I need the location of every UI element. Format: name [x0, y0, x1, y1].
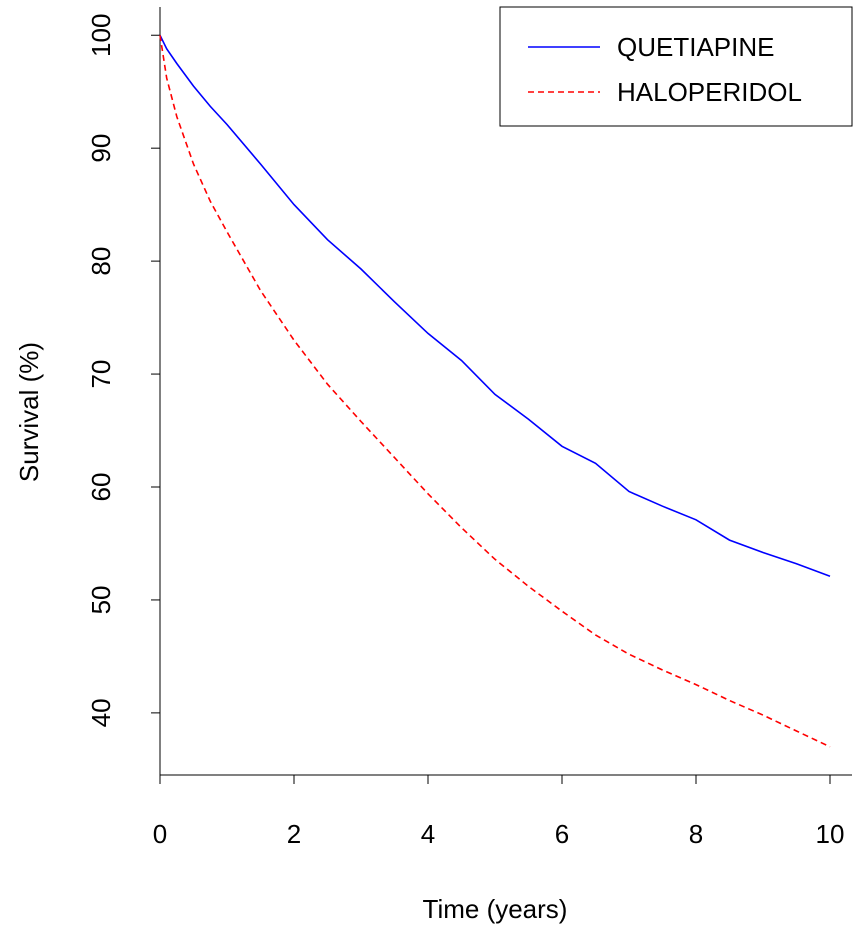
legend-label-haloperidol: HALOPERIDOL [617, 77, 802, 107]
series-line-haloperidol [159, 35, 831, 748]
y-tick-label: 70 [86, 360, 116, 389]
y-tick-label: 50 [86, 585, 116, 614]
y-tick-label: 60 [86, 473, 116, 502]
x-axis-title: Time (years) [423, 894, 568, 924]
legend: QUETIAPINE HALOPERIDOL [499, 6, 853, 127]
data-series [159, 34, 831, 748]
y-tick-label: 90 [86, 134, 116, 163]
series-line-quetiapine [159, 34, 831, 577]
legend-label-quetiapine: QUETIAPINE [617, 32, 774, 62]
x-tick-label: 2 [287, 819, 301, 849]
x-axis-ticks: 0 2 4 6 8 10 [153, 775, 845, 849]
y-axis-title: Survival (%) [14, 342, 44, 482]
x-tick-label: 0 [153, 819, 167, 849]
legend-box [499, 6, 853, 127]
y-tick-label: 80 [86, 247, 116, 276]
x-tick-label: 8 [689, 819, 703, 849]
y-tick-label: 100 [86, 14, 116, 57]
x-tick-label: 6 [555, 819, 569, 849]
x-tick-label: 10 [816, 819, 845, 849]
x-tick-label: 4 [421, 819, 435, 849]
y-tick-label: 40 [86, 698, 116, 727]
y-axis-ticks: 40 50 60 70 80 90 100 [86, 14, 160, 727]
